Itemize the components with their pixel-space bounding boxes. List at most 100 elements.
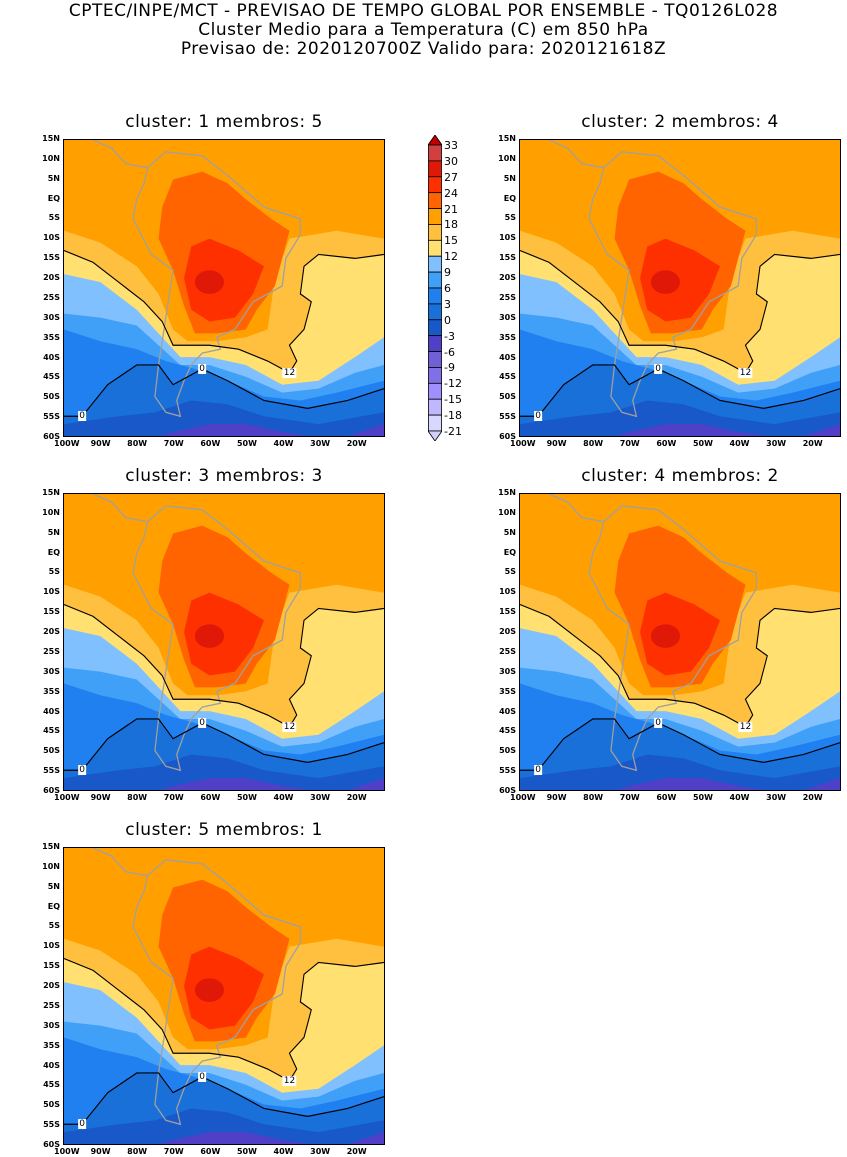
lat-tick-label: 5S [48, 921, 60, 931]
lat-tick-label: 55S [499, 412, 516, 422]
lat-tick-label: 5N [503, 527, 516, 537]
colorbar-swatch [428, 398, 442, 416]
colorbar-swatch [428, 303, 442, 321]
panel-title: cluster: 1 membros: 5 [125, 112, 323, 132]
coastline [92, 494, 301, 772]
temperature-band [160, 424, 384, 436]
lat-tick-label: 45S [43, 372, 60, 382]
lon-tick-label: 20W [802, 439, 823, 448]
lat-tick-label: 10N [498, 507, 516, 517]
panel-title: cluster: 2 membros: 4 [581, 112, 779, 132]
coastline [548, 494, 757, 772]
lon-tick-label: 20W [346, 1147, 367, 1156]
lat-tick-label: EQ [47, 547, 60, 557]
lon-tick-label: 40W [729, 439, 750, 448]
lat-tick-label: 5S [504, 213, 516, 223]
colorbar-level-label: 9 [444, 266, 451, 280]
lon-tick-label: 60W [200, 793, 221, 802]
contour-label: 0 [78, 411, 87, 422]
contour-label: 0 [198, 363, 207, 374]
band-24-27 [194, 978, 224, 1002]
lat-tick-label: 10N [42, 153, 60, 163]
lat-tick-label: EQ [503, 547, 516, 557]
lat-tick-label: 50S [499, 392, 516, 402]
lat-tick-label: EQ [47, 901, 60, 911]
colorbar-level-label: 18 [444, 218, 458, 232]
coastline [92, 140, 301, 418]
colorbar-level-label: -9 [444, 361, 455, 375]
contour-12 [520, 249, 840, 374]
lon-tick-label: 40W [273, 793, 294, 802]
header-subtitle: Cluster Medio para a Temperatura (C) em … [198, 20, 649, 40]
lat-tick-label: 25S [43, 646, 60, 656]
lat-tick-label: 25S [499, 646, 516, 656]
map-panel-1: 12 0 0 [63, 139, 385, 437]
lat-tick-label: 10S [499, 233, 516, 243]
temperature-band [160, 1132, 384, 1144]
colorbar-level-label: 6 [444, 282, 451, 295]
lat-tick-label: 5N [47, 173, 60, 183]
map-panel-2: 12 0 0 [519, 139, 841, 437]
colorbar-swatch [428, 192, 442, 209]
lat-tick-label: 5S [504, 567, 516, 577]
contour-label: 12 [282, 721, 297, 732]
contour-label: 12 [282, 1075, 297, 1086]
lon-tick-label: 20W [346, 793, 367, 802]
colorbar-level-label: 15 [444, 234, 458, 248]
lat-tick-label: 30S [43, 1020, 60, 1030]
lon-tick-label: 100W [510, 439, 536, 448]
lon-tick-label: 50W [692, 793, 713, 802]
lon-tick-label: 30W [310, 1147, 331, 1156]
lon-tick-label: 70W [619, 793, 640, 802]
panel-title: cluster: 5 membros: 1 [125, 820, 323, 840]
lon-tick-label: 40W [729, 793, 750, 802]
lat-tick-label: 35S [43, 1040, 60, 1050]
lat-tick-label: 15N [498, 488, 516, 497]
lat-tick-label: 5N [503, 173, 516, 183]
contour-label: 12 [282, 367, 297, 378]
colorbar-bottom-arrow [427, 430, 443, 442]
lon-tick-label: 100W [54, 1147, 80, 1156]
lat-tick-label: 5S [48, 567, 60, 577]
lat-tick-label: 60S [43, 1140, 60, 1149]
lat-tick-label: 15N [498, 134, 516, 143]
lat-tick-label: 40S [43, 1060, 60, 1070]
lat-tick-label: 10N [42, 507, 60, 517]
colorbar-swatch [428, 144, 442, 162]
colorbar-level-label: 3 [444, 297, 451, 311]
lon-tick-label: 50W [236, 1147, 257, 1156]
band-21-24 [640, 238, 720, 322]
colorbar-level-label: 33 [444, 139, 458, 152]
contour-12 [64, 957, 384, 1082]
contour-label: 0 [198, 1071, 207, 1082]
lon-tick-label: 80W [127, 439, 148, 448]
lat-tick-label: 15S [499, 607, 516, 617]
temperature-band [616, 424, 840, 436]
lat-tick-label: 55S [499, 766, 516, 776]
temperature-map [64, 140, 384, 436]
colorbar-swatch [428, 176, 442, 194]
colorbar-swatch [428, 271, 442, 289]
lon-tick-label: 70W [619, 439, 640, 448]
map-panel-5: 12 0 0 [63, 847, 385, 1145]
lon-tick-label: 70W [163, 1147, 184, 1156]
contour-label: 0 [534, 411, 543, 422]
colorbar-swatch [428, 319, 442, 337]
panel-title: cluster: 3 membros: 3 [125, 466, 323, 486]
lat-tick-label: 10S [43, 941, 60, 951]
lat-tick-label: 40S [43, 352, 60, 362]
lon-tick-label: 30W [766, 439, 787, 448]
temperature-band [64, 754, 384, 790]
lat-tick-label: 35S [43, 332, 60, 342]
colorbar-top-arrow [427, 134, 443, 146]
contour-label: 0 [654, 717, 663, 728]
lat-tick-label: EQ [47, 193, 60, 203]
lon-tick-label: 90W [90, 793, 111, 802]
temperature-map [64, 494, 384, 790]
lat-tick-label: 25S [43, 292, 60, 302]
contour-0 [64, 1072, 384, 1125]
header-dates: Previsao de: 2020120700Z Valido para: 20… [180, 39, 667, 59]
contour-0 [520, 364, 840, 417]
lon-tick-label: 50W [236, 439, 257, 448]
map-panel-4: 12 0 0 [519, 493, 841, 791]
